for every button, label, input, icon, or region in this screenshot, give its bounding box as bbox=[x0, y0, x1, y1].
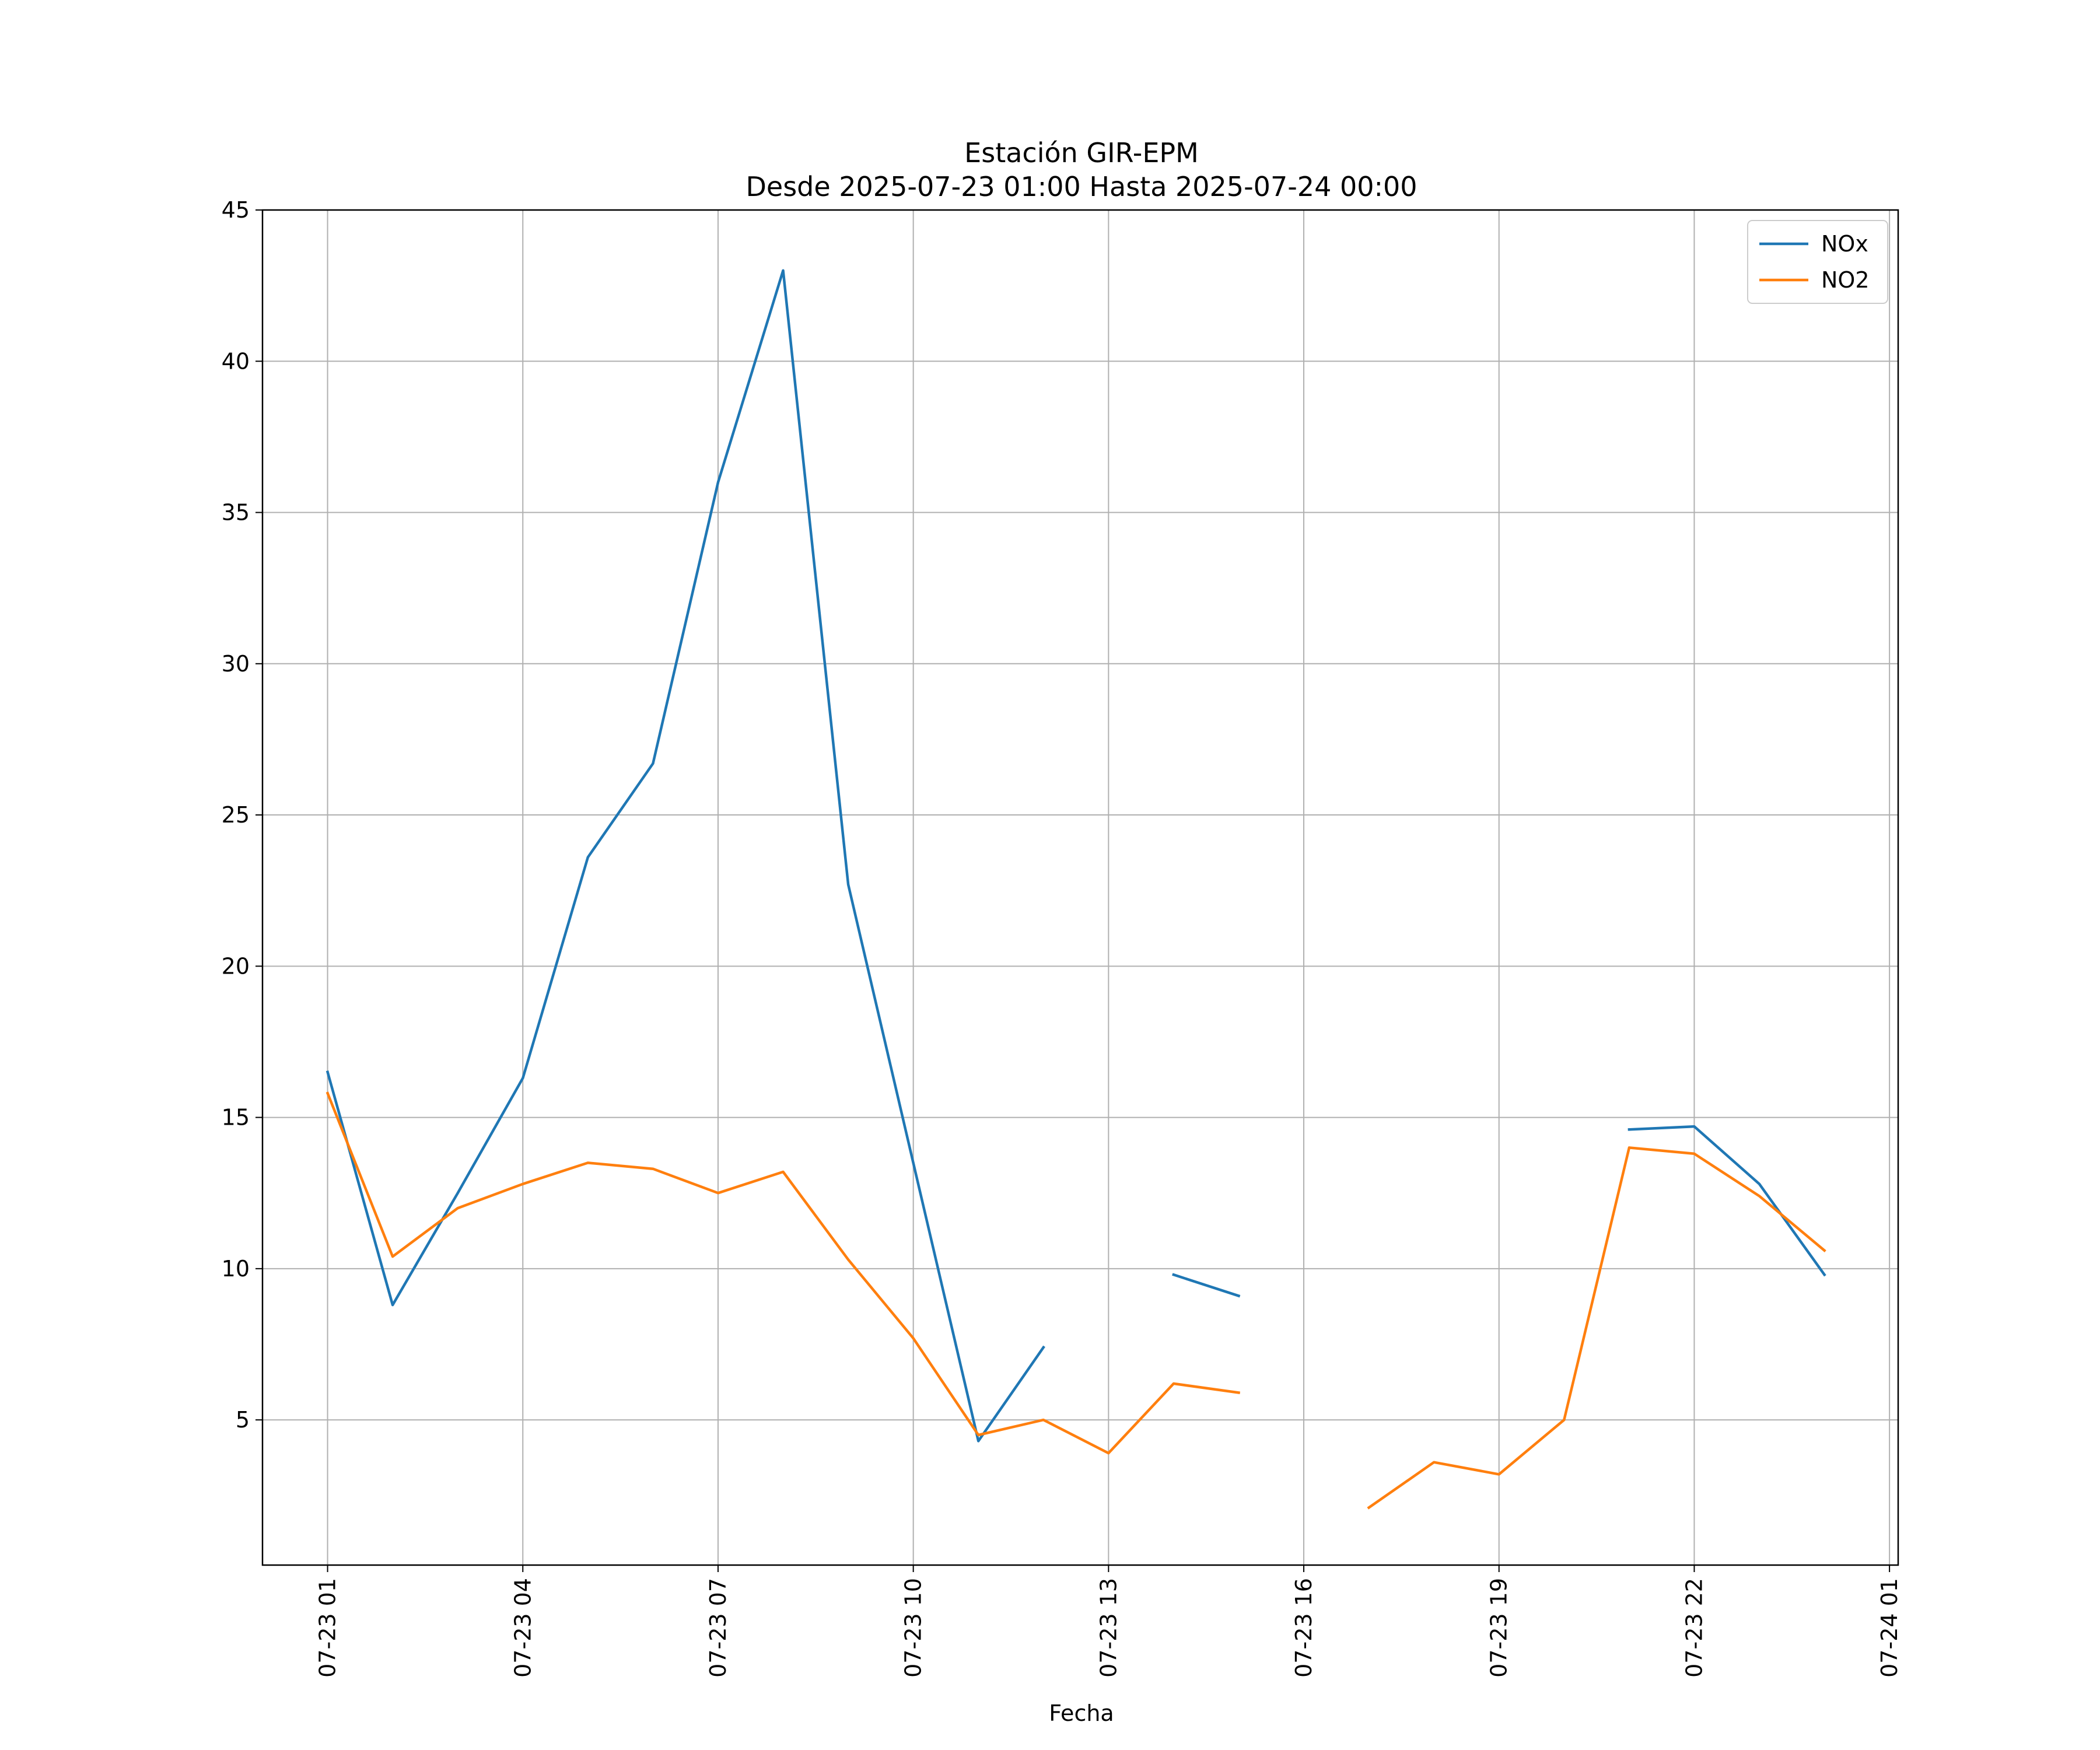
legend: NOx NO2 bbox=[1747, 220, 1888, 304]
x-tick-label: 07-23 22 bbox=[1681, 1578, 1707, 1678]
y-tick-label: 40 bbox=[222, 348, 250, 374]
series-no2 bbox=[326, 1091, 1826, 1510]
x-tick-label: 07-23 04 bbox=[510, 1578, 536, 1678]
x-tick-label: 07-24 01 bbox=[1877, 1578, 1902, 1678]
legend-box bbox=[1747, 220, 1888, 304]
series-line-segment bbox=[1172, 1273, 1241, 1298]
y-tick-label: 30 bbox=[222, 651, 250, 677]
y-axis-ticks: 5 10 15 20 25 30 35 40 45 bbox=[222, 197, 262, 1433]
y-tick-label: 45 bbox=[222, 197, 250, 223]
x-tick-label: 07-23 01 bbox=[315, 1578, 341, 1678]
series-line-segment bbox=[1628, 1125, 1826, 1277]
chart-title-line2: Desde 2025-07-23 01:00 Hasta 2025-07-24 … bbox=[746, 171, 1417, 202]
series-lines bbox=[326, 269, 1826, 1510]
chart-title-line1: Estación GIR-EPM bbox=[964, 137, 1199, 169]
x-tick-label: 07-23 13 bbox=[1096, 1578, 1121, 1678]
plot-area-frame bbox=[261, 209, 1899, 1566]
y-tick-label: 35 bbox=[222, 500, 250, 526]
x-axis-label: Fecha bbox=[1049, 1700, 1114, 1726]
series-nox bbox=[326, 269, 1826, 1443]
series-line-segment bbox=[1367, 1146, 1826, 1510]
x-tick-label: 07-23 19 bbox=[1486, 1578, 1512, 1678]
x-tick-label: 07-23 16 bbox=[1291, 1578, 1317, 1678]
x-tick-label: 07-23 07 bbox=[705, 1578, 731, 1678]
series-line-segment bbox=[326, 269, 1045, 1443]
y-tick-label: 15 bbox=[222, 1105, 250, 1130]
y-tick-label: 5 bbox=[236, 1407, 250, 1433]
x-tick-label: 07-23 10 bbox=[901, 1578, 926, 1678]
y-tick-label: 20 bbox=[222, 953, 250, 979]
x-axis-ticks: 07-23 01 07-23 04 07-23 07 07-23 10 07-23 13… bbox=[315, 1565, 1902, 1678]
y-tick-label: 25 bbox=[222, 802, 250, 828]
legend-label-nox: NOx bbox=[1821, 231, 1868, 257]
series-line-segment bbox=[326, 1091, 1241, 1455]
y-tick-label: 10 bbox=[222, 1256, 250, 1282]
legend-label-no2: NO2 bbox=[1821, 267, 1870, 293]
